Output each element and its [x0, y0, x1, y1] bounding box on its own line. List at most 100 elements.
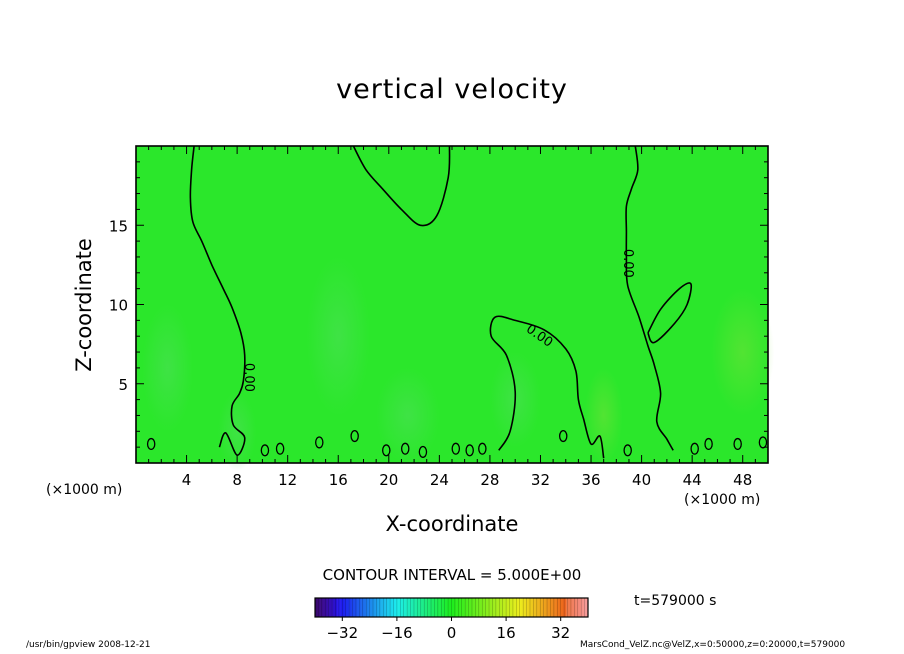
y-tick-label: 5 — [118, 376, 128, 394]
colorbar-cell — [492, 598, 495, 617]
colorbar-cell — [460, 598, 463, 617]
colorbar-cell — [511, 598, 514, 617]
colorbar-cell — [468, 598, 471, 617]
contour-loop — [146, 437, 156, 451]
colorbar-cell — [367, 598, 370, 617]
x-tick-label: 48 — [733, 471, 752, 489]
colorbar-cell — [535, 598, 538, 617]
colorbar-tick-label: −32 — [326, 624, 358, 642]
colorbar-cell — [512, 598, 515, 617]
colorbar-cell — [344, 598, 347, 617]
field-anomaly — [142, 304, 193, 432]
colorbar-cell — [442, 598, 445, 617]
colorbar-cell — [407, 598, 410, 617]
colorbar-cell — [454, 598, 457, 617]
colorbar-cell — [543, 598, 546, 617]
colorbar-cell — [384, 598, 387, 617]
x-tick-label: 12 — [278, 471, 297, 489]
colorbar-cell — [569, 598, 572, 617]
colorbar-cell — [557, 598, 560, 617]
contour-line — [625, 145, 674, 451]
contour-loop — [465, 444, 474, 457]
contour-loop — [733, 437, 742, 451]
colorbar-cell — [582, 598, 585, 617]
colorbar-cell — [471, 598, 474, 617]
colorbar-cell — [338, 598, 341, 617]
colorbar-cell — [579, 598, 582, 617]
footer-left: /usr/bin/gpview 2008-12-21 — [26, 640, 151, 650]
colorbar-cell — [477, 598, 480, 617]
colorbar-cell — [439, 598, 442, 617]
colorbar-cell — [422, 598, 425, 617]
colorbar-cell — [425, 598, 428, 617]
colorbar-cell — [316, 598, 319, 617]
colorbar-cell — [475, 598, 478, 617]
x-tick-label: 24 — [430, 471, 449, 489]
colorbar-cell — [555, 598, 558, 617]
colorbar-cell — [540, 598, 543, 617]
colorbar-cell — [347, 598, 350, 617]
colorbar-cell — [359, 598, 362, 617]
colorbar-cell — [466, 598, 469, 617]
colorbar-cell — [538, 598, 541, 617]
colorbar-cell — [480, 598, 483, 617]
colorbar-cell — [374, 598, 377, 617]
colorbar-cell — [361, 598, 364, 617]
colorbar-cell — [350, 598, 353, 617]
colorbar-cell — [419, 598, 422, 617]
colorbar-cell — [449, 598, 452, 617]
colorbar-cell — [584, 598, 587, 617]
colorbar-cell — [379, 598, 382, 617]
colorbar-cell — [342, 598, 345, 617]
colorbar-cell — [482, 598, 485, 617]
x-tick-label: 36 — [581, 471, 600, 489]
contour-loop — [350, 430, 359, 443]
contour-loop — [758, 436, 768, 449]
colorbar-cell — [405, 598, 408, 617]
colorbar-cell — [497, 598, 500, 617]
colorbar-tick-label: 32 — [551, 624, 570, 642]
colorbar-cell — [424, 598, 427, 617]
colorbar-cell — [355, 598, 358, 617]
colorbar-cell — [453, 598, 456, 617]
colorbar-cell — [332, 598, 335, 617]
colorbar-cell — [541, 598, 544, 617]
colorbar-cell — [390, 598, 393, 617]
colorbar-cell — [553, 598, 556, 617]
colorbar-cell — [577, 598, 580, 617]
y-tick-label: 10 — [109, 297, 128, 315]
colorbar-cell — [386, 598, 389, 617]
colorbar-cell — [340, 598, 343, 617]
colorbar-cell — [349, 598, 352, 617]
colorbar-cell — [427, 598, 430, 617]
colorbar-cell — [485, 598, 488, 617]
contour-loop — [451, 442, 461, 455]
colorbar-cell — [354, 598, 357, 617]
colorbar-cell — [545, 598, 548, 617]
time-label: t=579000 s — [634, 593, 717, 609]
colorbar-cell — [441, 598, 444, 617]
contour-line — [489, 315, 605, 459]
colorbar-cell — [388, 598, 391, 617]
colorbar-cell — [552, 598, 555, 617]
contour-loop — [275, 442, 285, 455]
contour-loop — [623, 444, 632, 457]
colorbar-cell — [489, 598, 492, 617]
colorbar-cell — [516, 598, 519, 617]
colorbar-cell — [429, 598, 432, 617]
colorbar-cell — [547, 598, 550, 617]
colorbar-cell — [528, 598, 531, 617]
colorbar-cell — [560, 598, 563, 617]
contour-label: 0.00 — [620, 249, 635, 278]
colorbar-cell — [335, 598, 338, 617]
contour-loop — [400, 442, 410, 455]
colorbar-cell — [437, 598, 440, 617]
contour-loop — [704, 437, 713, 451]
colorbar-cell — [362, 598, 365, 617]
colorbar-cell — [364, 598, 367, 617]
x-tick-label: 20 — [379, 471, 398, 489]
colorbar-cell — [514, 598, 517, 617]
colorbar-cell — [533, 598, 536, 617]
contour-line — [189, 145, 246, 456]
